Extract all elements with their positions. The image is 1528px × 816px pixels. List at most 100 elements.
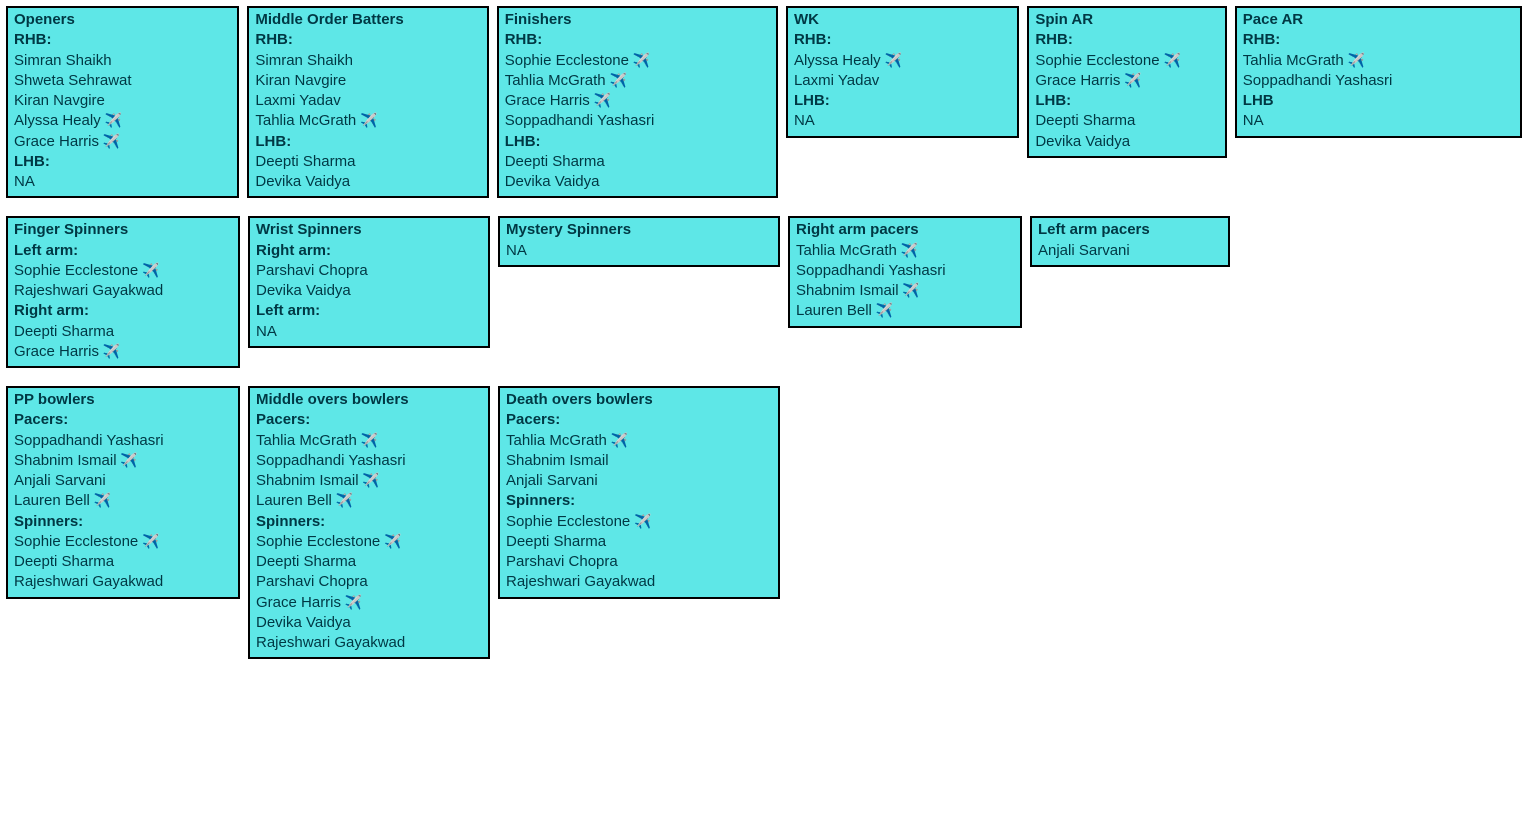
player-entry: Soppadhandi Yashasri [14,431,232,451]
player-entry: Grace Harris ✈️ [14,132,231,152]
section-label: Pacers: [506,410,772,430]
role-card: WKRHB:Alyssa Healy ✈️Laxmi YadavLHB:NA [786,6,1019,138]
card-title: Middle Order Batters [255,10,480,30]
player-entry: Deepti Sharma [256,552,482,572]
player-name: Deepti Sharma [14,323,114,340]
role-card: Death overs bowlersPacers:Tahlia McGrath… [498,386,780,599]
player-name: Simran Shaikh [14,52,112,69]
section-label: Right arm: [256,241,482,261]
player-name: Rajeshwari Gayakwad [14,282,163,299]
player-name: Grace Harris [14,133,99,150]
role-card: Wrist SpinnersRight arm:Parshavi ChopraD… [248,216,490,348]
player-entry: Sophie Ecclestone ✈️ [14,532,232,552]
player-name: Tahlia McGrath [505,72,606,89]
section-label: LHB: [255,132,480,152]
overseas-icon: ✈️ [881,52,902,68]
role-card: OpenersRHB:Simran ShaikhShweta SehrawatK… [6,6,239,198]
player-entry: Kiran Navgire [14,91,231,111]
player-entry: Deepti Sharma [255,152,480,172]
role-card: PP bowlersPacers:Soppadhandi YashasriSha… [6,386,240,599]
player-name: Lauren Bell [14,492,90,509]
player-entry: Alyssa Healy ✈️ [14,111,231,131]
player-name: Rajeshwari Gayakwad [14,573,163,590]
player-name: Deepti Sharma [255,153,355,170]
player-name: Tahlia McGrath [256,432,357,449]
player-name: Grace Harris [1035,72,1120,89]
player-name: NA [506,242,527,259]
player-name: NA [256,323,277,340]
overseas-icon: ✈️ [899,282,920,298]
player-name: Soppadhandi Yashasri [796,262,946,279]
player-entry: Rajeshwari Gayakwad [14,281,232,301]
overseas-icon: ✈️ [630,513,651,529]
player-name: Soppadhandi Yashasri [505,112,655,129]
player-name: Parshavi Chopra [256,262,368,279]
player-name: Lauren Bell [256,492,332,509]
card-title: Left arm pacers [1038,220,1222,240]
player-name: Shabnim Ismail [796,282,899,299]
player-name: Tahlia McGrath [1243,52,1344,69]
section-label: Pacers: [256,410,482,430]
player-name: Laxmi Yadav [255,92,340,109]
overseas-icon: ✈️ [99,133,120,149]
player-entry: Lauren Bell ✈️ [256,491,482,511]
player-entry: Grace Harris ✈️ [256,593,482,613]
player-name: Deepti Sharma [256,553,356,570]
player-entry: Soppadhandi Yashasri [505,111,770,131]
card-title: Finishers [505,10,770,30]
player-entry: Sophie Ecclestone ✈️ [14,261,232,281]
overseas-icon: ✈️ [607,432,628,448]
section-label: LHB: [14,152,231,172]
player-entry: Soppadhandi Yashasri [1243,71,1514,91]
player-name: Grace Harris [256,594,341,611]
section-label: LHB [1243,91,1514,111]
player-name: Soppadhandi Yashasri [256,452,406,469]
role-card: Middle Order BattersRHB:Simran ShaikhKir… [247,6,488,198]
overseas-icon: ✈️ [357,432,378,448]
role-card: Mystery SpinnersNA [498,216,780,267]
section-label: RHB: [255,30,480,50]
player-name: Sophie Ecclestone [505,52,629,69]
overseas-icon: ✈️ [101,112,122,128]
player-name: NA [14,173,35,190]
player-entry: Laxmi Yadav [794,71,1011,91]
player-name: Anjali Sarvani [506,472,598,489]
player-name: Lauren Bell [796,302,872,319]
player-name: Deepti Sharma [506,533,606,550]
card-row: PP bowlersPacers:Soppadhandi YashasriSha… [6,386,1522,659]
player-entry: Devika Vaidya [256,281,482,301]
player-entry: Tahlia McGrath ✈️ [796,241,1014,261]
player-name: Laxmi Yadav [794,72,879,89]
role-card: FinishersRHB:Sophie Ecclestone ✈️Tahlia … [497,6,778,198]
overseas-icon: ✈️ [1160,52,1181,68]
player-entry: Deepti Sharma [14,552,232,572]
player-name: Tahlia McGrath [796,242,897,259]
role-card: Spin ARRHB:Sophie Ecclestone ✈️Grace Har… [1027,6,1226,158]
section-label: LHB: [505,132,770,152]
card-title: Death overs bowlers [506,390,772,410]
player-name: Sophie Ecclestone [1035,52,1159,69]
role-card: Left arm pacers Anjali Sarvani [1030,216,1230,267]
player-entry: NA [794,111,1011,131]
overseas-icon: ✈️ [99,343,120,359]
player-entry: Tahlia McGrath ✈️ [1243,51,1514,71]
player-name: Tahlia McGrath [255,112,356,129]
player-name: Devika Vaidya [256,282,351,299]
player-entry: Simran Shaikh [255,51,480,71]
section-label: Spinners: [506,491,772,511]
overseas-icon: ✈️ [872,302,893,318]
card-title: PP bowlers [14,390,232,410]
player-name: Parshavi Chopra [506,553,618,570]
overseas-icon: ✈️ [590,92,611,108]
player-entry: Simran Shaikh [14,51,231,71]
overseas-icon: ✈️ [356,112,377,128]
player-name: Anjali Sarvani [14,472,106,489]
player-name: Grace Harris [505,92,590,109]
player-name: Sophie Ecclestone [256,533,380,550]
player-name: Shweta Sehrawat [14,72,132,89]
overseas-icon: ✈️ [117,452,138,468]
player-entry: Rajeshwari Gayakwad [506,572,772,592]
section-label: Pacers: [14,410,232,430]
player-name: Anjali Sarvani [1038,242,1130,259]
player-name: Deepti Sharma [1035,112,1135,129]
